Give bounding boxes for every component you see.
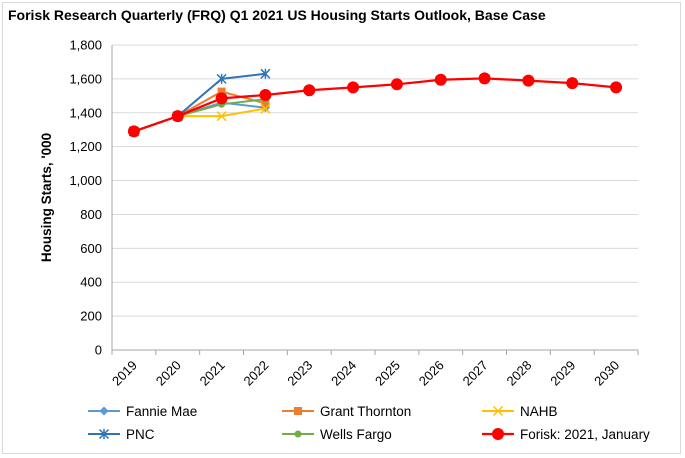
- data-point: [294, 430, 302, 438]
- x-tick-label: 2028: [503, 358, 534, 389]
- data-point: [171, 110, 184, 123]
- y-tick-label: 400: [80, 275, 102, 290]
- marker-big-circle: [610, 81, 623, 94]
- series-forisk-2021-january: [127, 72, 623, 138]
- y-tick-label: 0: [95, 343, 102, 358]
- marker-square: [294, 407, 302, 415]
- data-point: [260, 68, 271, 79]
- x-tick-label: 2026: [416, 358, 447, 389]
- y-tick-label: 800: [80, 207, 102, 222]
- series-line: [133, 107, 266, 133]
- data-point: [610, 81, 623, 94]
- data-point: [492, 405, 504, 417]
- marker-star: [260, 68, 271, 79]
- data-point: [434, 73, 447, 86]
- series-line: [133, 72, 266, 133]
- data-point: [127, 125, 140, 138]
- x-tick-label: 2023: [284, 358, 315, 389]
- marker-x: [260, 103, 271, 114]
- legend-label: Grant Thornton: [320, 404, 411, 419]
- data-point: [216, 73, 227, 84]
- data-point: [261, 99, 270, 108]
- legend-item: Wells Fargo: [282, 427, 392, 442]
- x-tick-label: 2022: [240, 358, 271, 389]
- x-tick-label: 2025: [372, 358, 403, 389]
- chart-frame: [2, 2, 681, 454]
- marker-x: [492, 405, 504, 417]
- data-point: [216, 111, 227, 122]
- marker-big-circle: [522, 74, 535, 87]
- marker-big-circle: [566, 77, 579, 90]
- data-point: [522, 74, 535, 87]
- legend-label: Fannie Mae: [126, 404, 197, 419]
- marker-big-circle: [492, 428, 504, 440]
- y-tick-label: 1,400: [69, 105, 102, 120]
- x-tick-label: 2024: [328, 358, 359, 389]
- marker-big-circle: [215, 92, 228, 105]
- data-point: [347, 81, 360, 94]
- x-tick-label: 2030: [591, 358, 622, 389]
- y-tick-label: 1,200: [69, 139, 102, 154]
- legend-item: Forisk: 2021, January: [482, 427, 650, 442]
- marker-star: [216, 73, 227, 84]
- data-point: [390, 78, 403, 91]
- data-point: [215, 92, 228, 105]
- x-tick-label: 2027: [460, 358, 491, 389]
- data-point: [98, 428, 110, 440]
- marker-big-circle: [171, 110, 184, 123]
- data-point: [303, 84, 316, 97]
- legend-item: NAHB: [482, 404, 558, 419]
- marker-big-circle: [347, 81, 360, 94]
- legend-item: PNC: [88, 427, 155, 442]
- data-point: [99, 406, 109, 416]
- x-tick-label: 2019: [109, 358, 140, 389]
- data-point: [217, 87, 226, 96]
- data-point: [492, 428, 504, 440]
- legend-label: PNC: [126, 427, 155, 442]
- legend-item: Fannie Mae: [88, 404, 197, 419]
- y-tick-label: 1,000: [69, 173, 102, 188]
- y-axis-title: Housing Starts, '000: [39, 133, 54, 262]
- marker-square: [261, 99, 270, 108]
- data-point: [259, 88, 272, 101]
- x-tick-label: 2021: [197, 358, 228, 389]
- legend-item: Grant Thornton: [282, 404, 411, 419]
- data-point: [566, 77, 579, 90]
- data-point: [478, 72, 491, 85]
- marker-big-circle: [478, 72, 491, 85]
- marker-big-circle: [127, 125, 140, 138]
- legend-label: Forisk: 2021, January: [520, 427, 650, 442]
- marker-big-circle: [259, 88, 272, 101]
- x-tick-label: 2029: [547, 358, 578, 389]
- x-tick-label: 2020: [153, 358, 184, 389]
- y-tick-label: 1,600: [69, 71, 102, 86]
- legend-label: NAHB: [520, 404, 558, 419]
- marker-big-circle: [390, 78, 403, 91]
- marker-circle: [294, 430, 302, 438]
- marker-big-circle: [303, 84, 316, 97]
- y-tick-label: 200: [80, 309, 102, 324]
- legend-label: Wells Fargo: [320, 427, 392, 442]
- marker-big-circle: [434, 73, 447, 86]
- marker-x: [216, 111, 227, 122]
- chart-title: Forisk Research Quarterly (FRQ) Q1 2021 …: [8, 7, 546, 23]
- series-line: [133, 77, 617, 133]
- data-point: [260, 103, 271, 114]
- y-tick-label: 1,800: [69, 38, 102, 53]
- y-tick-label: 600: [80, 241, 102, 256]
- marker-diamond: [99, 406, 109, 416]
- marker-star: [98, 428, 110, 440]
- data-point: [294, 407, 302, 415]
- marker-square: [217, 87, 226, 96]
